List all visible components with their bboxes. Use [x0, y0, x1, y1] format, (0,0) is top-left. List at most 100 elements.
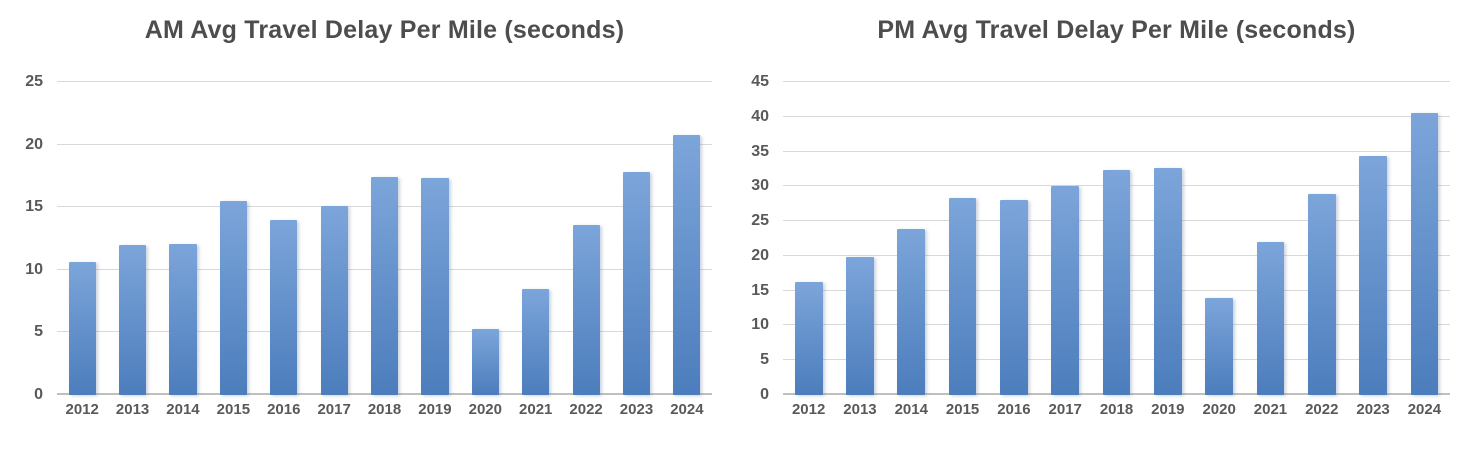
x-tick-label-2015: 2015 [216, 401, 251, 418]
bar-slot-2020 [460, 82, 510, 395]
bar-slot-2013 [107, 82, 157, 395]
y-tick-label-0: 0 [760, 386, 769, 403]
bar-2012 [794, 282, 823, 395]
gridline-40 [783, 115, 1450, 117]
x-tick-label-2023: 2023 [1356, 401, 1390, 418]
bar-slot-2023 [611, 82, 661, 395]
bar-slot-2013 [834, 82, 885, 395]
x-tick-label-2021: 2021 [519, 401, 553, 418]
bar-2016 [270, 219, 298, 395]
bar-slot-2019 [1142, 82, 1193, 395]
bar-slot-2024 [1399, 82, 1450, 395]
x-tick-label-2023: 2023 [619, 401, 654, 418]
y-tick-label-15: 15 [751, 281, 769, 299]
bar-slot-2022 [1296, 82, 1347, 395]
x-tick-label-2017: 2017 [1048, 401, 1082, 418]
bar-slot-2015 [937, 82, 988, 395]
bar-slot-2012 [57, 82, 107, 395]
pm-delay-chart: PM Avg Travel Delay Per Mile (seconds) 0… [738, 0, 1476, 452]
x-tick-label-2024: 2024 [670, 401, 704, 418]
y-tick-label-35: 35 [751, 142, 769, 160]
x-tick-label-2022: 2022 [569, 401, 603, 418]
bar-2012 [68, 262, 96, 395]
bar-slot-2021 [511, 82, 561, 395]
bar-2024 [673, 134, 701, 395]
am-chart-title: AM Avg Travel Delay Per Mile (seconds) [144, 16, 625, 44]
bar-2017 [1051, 185, 1080, 395]
gridline-45 [783, 81, 1450, 82]
bar-2013 [118, 244, 147, 395]
bar-2013 [846, 256, 874, 395]
y-tick-label-40: 40 [751, 107, 769, 125]
bar-2020 [471, 328, 499, 395]
bar-slot-2018 [359, 82, 409, 395]
x-tick-label-2017: 2017 [317, 401, 351, 418]
x-tick-label-2021: 2021 [1253, 401, 1288, 418]
x-tick-label-2019: 2019 [1151, 401, 1185, 418]
y-tick-label-45: 45 [751, 73, 769, 90]
bar-2024 [1410, 113, 1439, 395]
bar-slot-2017 [1040, 82, 1091, 395]
bar-2018 [1102, 169, 1131, 395]
bar-2021 [1256, 241, 1285, 395]
x-tick-label-2016: 2016 [997, 401, 1031, 418]
bar-slot-2016 [988, 82, 1039, 395]
gridline-35 [783, 150, 1450, 152]
bar-2017 [320, 205, 348, 395]
bar-2019 [421, 178, 449, 395]
bar-2021 [522, 288, 550, 395]
bar-2016 [1000, 200, 1028, 395]
x-tick-label-2019: 2019 [418, 401, 452, 418]
bar-2014 [897, 229, 926, 395]
y-tick-label-5: 5 [34, 323, 43, 341]
gridline-20 [57, 143, 712, 145]
x-tick-label-2015: 2015 [945, 401, 980, 418]
bar-2015 [948, 198, 977, 395]
bar-2018 [370, 177, 399, 395]
bar-slot-2016 [259, 82, 309, 395]
bar-slot-2022 [561, 82, 611, 395]
bar-slot-2014 [886, 82, 937, 395]
bar-slot-2012 [783, 82, 834, 395]
x-tick-label-2018: 2018 [1099, 401, 1134, 418]
x-tick-label-2024: 2024 [1407, 401, 1442, 418]
bar-slot-2019 [410, 82, 460, 395]
y-tick-label-30: 30 [751, 177, 769, 195]
bar-2020 [1205, 298, 1233, 395]
x-tick-label-2018: 2018 [367, 401, 402, 418]
am-delay-chart: AM Avg Travel Delay Per Mile (seconds) 0… [25, 16, 712, 419]
y-tick-label-5: 5 [760, 351, 769, 369]
x-tick-label-2020: 2020 [1202, 401, 1236, 418]
x-tick-label-2022: 2022 [1305, 401, 1339, 418]
bar-2023 [1359, 155, 1387, 395]
pm-chart-title: PM Avg Travel Delay Per Mile (seconds) [877, 16, 1356, 44]
am-x-axis-labels: 2012 2013 2014 2015 2016 2017 2018 2019 2020 2021… [57, 401, 712, 419]
x-tick-label-2020: 2020 [468, 401, 502, 418]
bar-slot-2015 [208, 82, 258, 395]
x-tick-label-2014: 2014 [166, 401, 200, 418]
y-tick-label-20: 20 [25, 135, 43, 153]
bar-slot-2020 [1194, 82, 1245, 395]
y-tick-label-0: 0 [34, 386, 43, 403]
bar-2019 [1153, 168, 1182, 395]
bars-group [783, 82, 1450, 395]
bar-2022 [1307, 194, 1336, 395]
y-tick-label-15: 15 [25, 198, 43, 216]
x-tick-label-2013: 2013 [843, 401, 877, 418]
bar-slot-2023 [1347, 82, 1398, 395]
bar-2014 [169, 243, 197, 395]
bars-group [57, 82, 712, 395]
bar-2015 [219, 200, 247, 395]
x-tick-label-2013: 2013 [115, 401, 150, 418]
pm-x-axis-labels: 2012 2013 2014 2015 2016 2017 2018 2019 2020 2021… [783, 401, 1450, 419]
x-tick-label-2012: 2012 [65, 401, 99, 418]
y-tick-label-10: 10 [751, 316, 769, 334]
bar-slot-2021 [1245, 82, 1296, 395]
bar-slot-2024 [662, 82, 712, 395]
bar-2023 [622, 172, 651, 395]
bar-slot-2017 [309, 82, 359, 395]
y-tick-label-25: 25 [751, 212, 769, 230]
y-tick-label-25: 25 [25, 73, 43, 90]
x-tick-label-2012: 2012 [791, 401, 826, 418]
y-tick-label-10: 10 [25, 260, 43, 278]
